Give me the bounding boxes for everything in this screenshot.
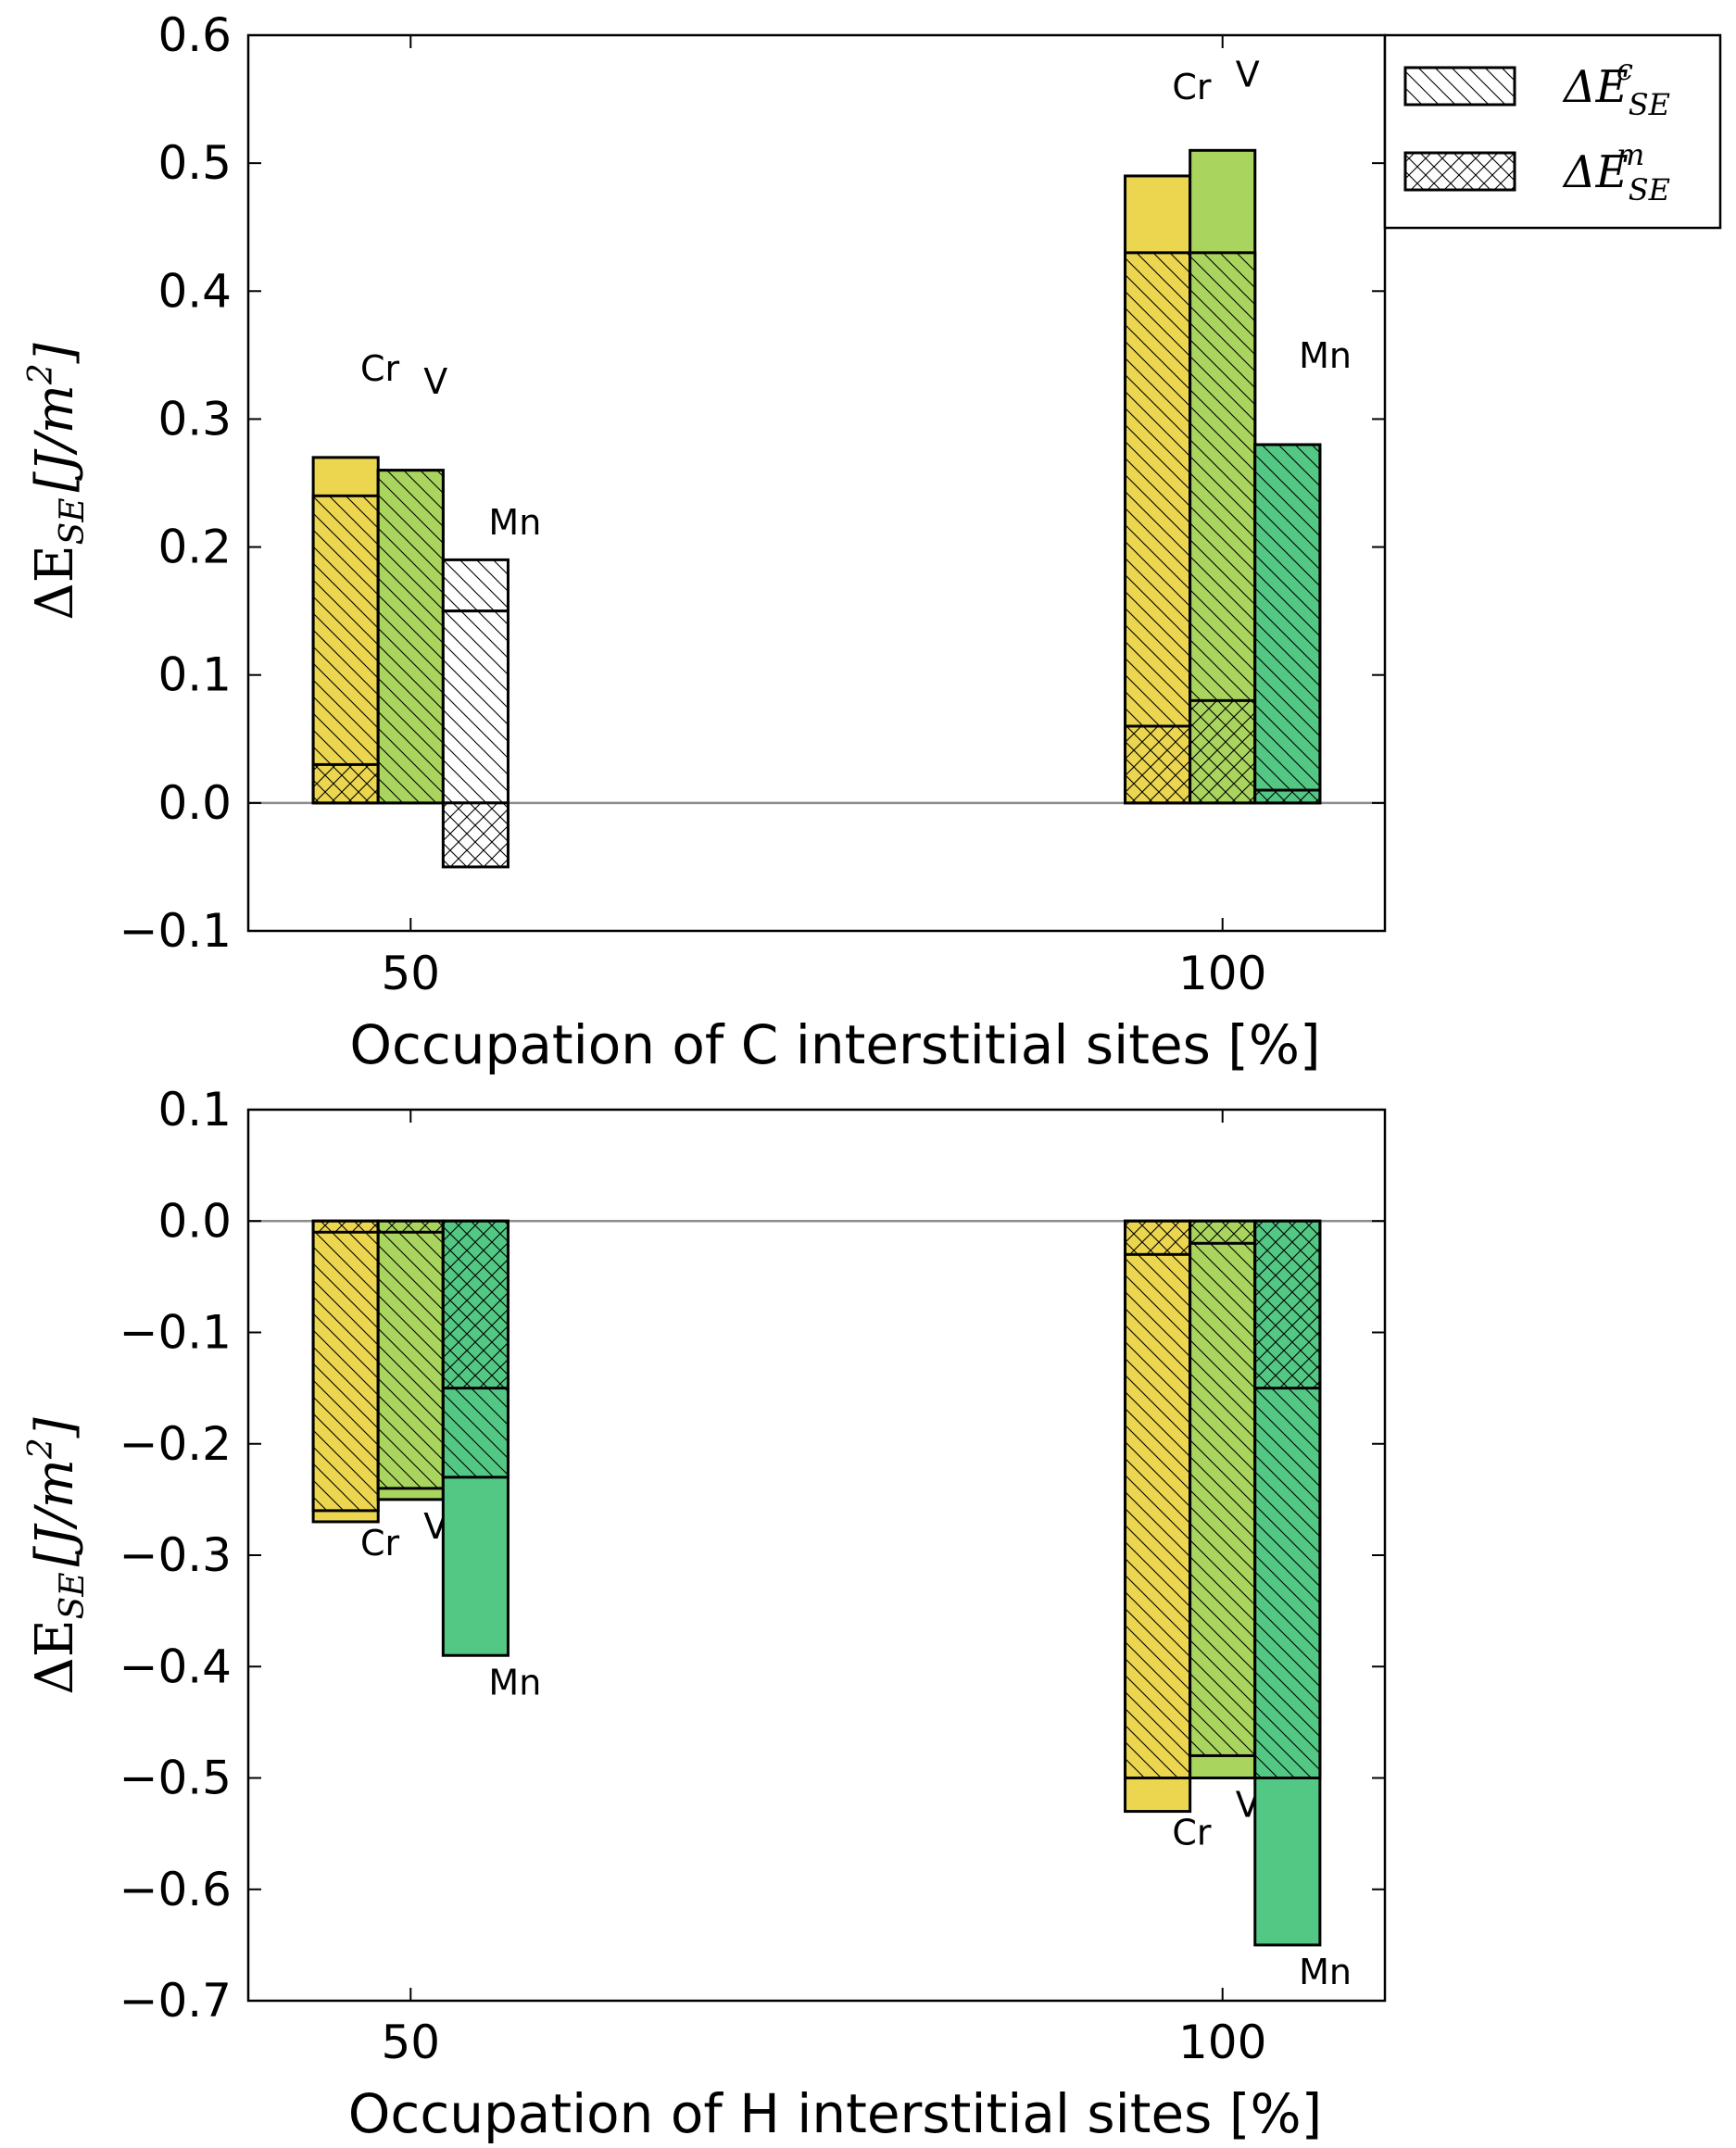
y-axis-title: ΔESE [J/m2]	[22, 1417, 92, 1694]
ytick-label: −0.1	[120, 904, 232, 958]
ytick-label: 0.3	[157, 392, 232, 446]
bar-c-50-v-c-hatch	[378, 470, 444, 803]
bar-c-50-v-label: V	[423, 361, 447, 402]
legend-symbol-c: ΔE	[1562, 61, 1629, 113]
y-axis-unit: [J/m	[25, 384, 85, 492]
ytick-label: 0.1	[157, 648, 232, 702]
y-axis-close: ]	[25, 1417, 85, 1438]
legend-sub-m: SE	[1629, 172, 1670, 207]
ytick-label: 0.2	[157, 521, 232, 574]
bar-c-50-cr-label: Cr	[360, 348, 400, 389]
bar-c-50-cr-c-hatch	[313, 496, 379, 803]
ytick-label: 0.0	[157, 1194, 232, 1248]
bar-h-50-v-c-hatch	[378, 1221, 444, 1489]
y-axis-exp: 2	[22, 363, 60, 385]
bar-c-50-mn-label: Mn	[488, 502, 541, 543]
legend-symbol-m: ΔE	[1562, 146, 1629, 198]
ytick-label: 0.4	[157, 264, 232, 318]
bar-c-50-cr-m-hatch	[313, 764, 379, 803]
bar-h-100-mn-m-hatch	[1254, 1221, 1320, 1388]
bar-c-100-mn-m-outline	[1253, 788, 1322, 805]
ytick-label: −0.7	[120, 1974, 232, 2028]
bar-c-100-cr-label: Cr	[1172, 67, 1212, 107]
bar-h-50-mn-label: Mn	[488, 1662, 541, 1702]
bar-c-100-v-label: V	[1236, 54, 1260, 94]
plot-frame	[246, 33, 1387, 933]
bar-c-100-mn-m-hatch	[1254, 790, 1320, 803]
bar-c-50-mn-m-outline	[441, 801, 509, 869]
y-axis-sub: SE	[54, 497, 92, 545]
chart-panel-c: Cr V Mn Cr V Mn −0.1 0.0 0.1 0.2 0.3 0.4 0.5 0.6 50 100…	[22, 8, 1387, 1076]
x-axis-title: Occupation of H interstitial sites [%]	[348, 2082, 1322, 2145]
svg-text:ΔESEc: ΔESEc	[1562, 52, 1670, 122]
y-axis-symbol: ΔE	[25, 545, 85, 620]
legend-sup-c: c	[1616, 52, 1633, 87]
legend: ΔESEc ΔESEm	[1383, 33, 1722, 230]
bar-h-100-mn-label: Mn	[1299, 1952, 1352, 1992]
bar-h-50-mn-m-outline	[441, 1219, 509, 1390]
xtick-label: 50	[381, 2016, 440, 2069]
y-axis-unit: [J/m	[25, 1459, 85, 1566]
bar-c-100-v-m-hatch	[1189, 700, 1255, 803]
xtick-label: 100	[1178, 2016, 1266, 2069]
bar-c-50-mn-base-hatch	[443, 610, 509, 803]
ytick-label: −0.3	[120, 1528, 232, 1582]
legend-swatch-c	[1403, 66, 1516, 107]
svg-text:ΔESEm: ΔESEm	[1562, 137, 1670, 207]
bar-h-50-v-m-hatch	[378, 1221, 444, 1233]
bar-h-100-v-m-hatch	[1189, 1221, 1255, 1244]
xtick-label: 100	[1178, 947, 1266, 1000]
bar-c-50-mn-c-hatch	[443, 559, 509, 611]
ytick-label: 0.0	[157, 776, 232, 830]
y-axis-sub: SE	[54, 1572, 92, 1619]
ytick-label: 0.6	[157, 8, 232, 62]
bar-h-50-cr-label: Cr	[360, 1523, 400, 1564]
bar-h-50-mn-m-hatch	[443, 1221, 509, 1388]
legend-sub-c: SE	[1629, 87, 1670, 122]
bar-h-100-cr-label: Cr	[1172, 1813, 1212, 1853]
bar-c-100-mn-c-hatch	[1254, 445, 1320, 803]
ytick-label: −0.6	[120, 1863, 232, 1916]
bar-h-50-cr-m-hatch	[313, 1221, 379, 1233]
ytick-label: −0.4	[120, 1639, 232, 1693]
y-axis-exp: 2	[22, 1438, 60, 1460]
bar-h-100-mn-m-outline	[1253, 1219, 1322, 1390]
legend-sup-m: m	[1616, 137, 1644, 172]
legend-swatch-m	[1403, 151, 1516, 192]
chart-panel-h: Cr VMnCrVMn−0.7−0.6−0.5−0.4−0.3−0.2−0.10.…	[22, 1083, 1387, 2145]
y-axis-close: ]	[25, 343, 85, 364]
x-axis-title: Occupation of C interstitial sites [%]	[349, 1013, 1320, 1076]
ytick-label: 0.1	[157, 1083, 232, 1137]
xtick-label: 50	[381, 947, 440, 1000]
ytick-label: 0.5	[157, 136, 232, 190]
bar-h-50-cr-c-hatch	[313, 1221, 379, 1511]
bar-c-100-cr-m-hatch	[1125, 725, 1190, 803]
ytick-label: −0.1	[120, 1306, 232, 1360]
bar-h-100-v-c-hatch	[1189, 1221, 1255, 1756]
ytick-label: −0.5	[120, 1752, 232, 1805]
bar-h-100-cr-m-hatch	[1125, 1221, 1190, 1255]
ytick-label: −0.2	[120, 1417, 232, 1471]
y-axis-title: ΔESE [J/m2]	[22, 343, 92, 620]
bar-c-100-mn-label: Mn	[1299, 335, 1352, 376]
bar-h-100-cr-c-hatch	[1125, 1221, 1190, 1778]
y-axis-symbol: ΔE	[25, 1619, 85, 1694]
bar-c-50-mn-m-hatch	[443, 802, 509, 867]
bar-c-100-cr-c-hatch	[1125, 252, 1190, 803]
